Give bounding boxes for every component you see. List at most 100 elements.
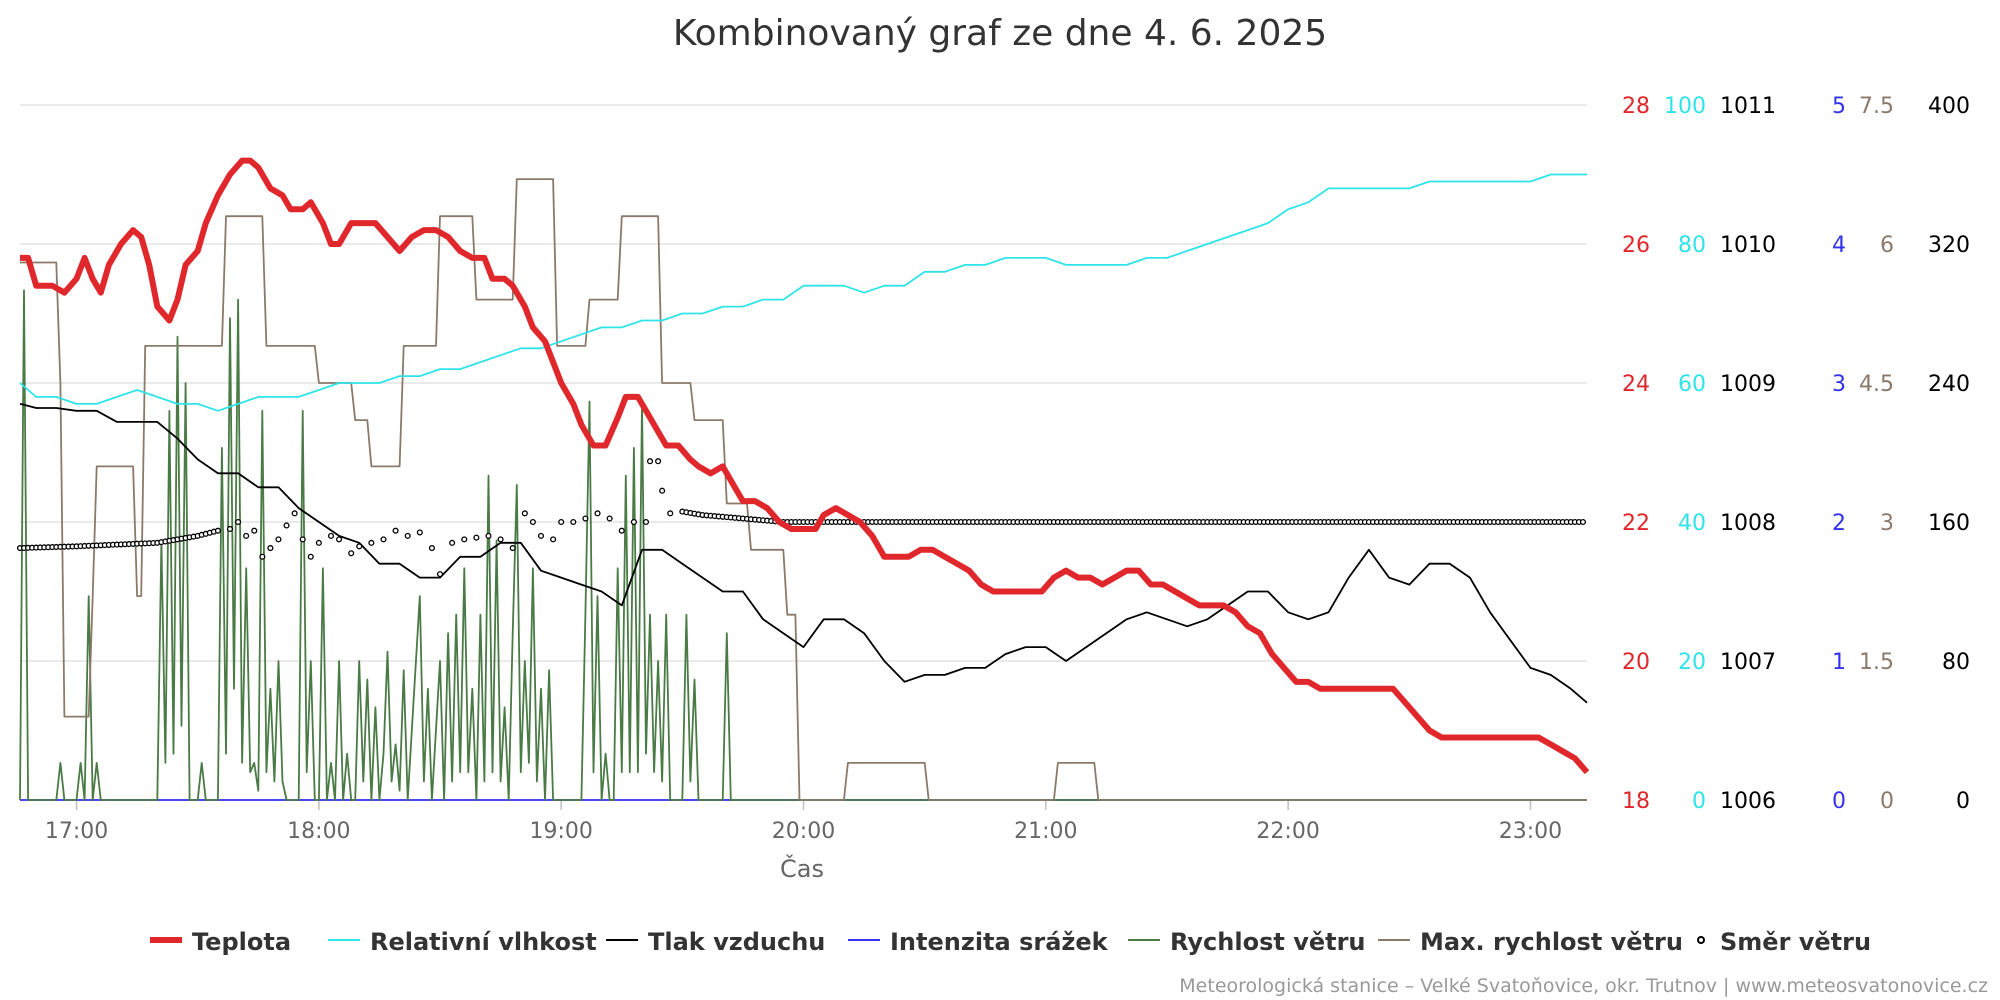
- wind-direction-point: [473, 534, 480, 541]
- grid-lines: [20, 104, 1587, 801]
- legend-label: Tlak vzduchu: [648, 928, 825, 956]
- y-tick-label: 20: [1678, 650, 1706, 675]
- wind-direction-point: [537, 532, 545, 539]
- y-tick-label: 60: [1678, 372, 1706, 397]
- y-tick-label: 1: [1832, 650, 1846, 675]
- legend-item[interactable]: Teplota: [150, 928, 291, 956]
- legend-label: Max. rychlost větru: [1420, 928, 1683, 956]
- legend-item[interactable]: Relativní vlhkost: [328, 928, 597, 956]
- series-teplota-line: [20, 157, 1590, 775]
- wind-direction-point: [461, 536, 468, 543]
- y-tick-label: 100: [1664, 94, 1706, 119]
- y-tick-label: 1.5: [1859, 650, 1894, 675]
- wind-direction-point: [214, 527, 221, 534]
- wind-direction-point: [259, 553, 266, 560]
- wind-direction-point: [449, 539, 456, 546]
- y-tick-label: 0: [1832, 789, 1846, 814]
- legend-item[interactable]: Intenzita srážek: [848, 928, 1109, 956]
- x-tick-label: 21:00: [1014, 819, 1077, 844]
- y-tick-label: 400: [1928, 94, 1970, 119]
- legend-label: Směr větru: [1720, 928, 1871, 956]
- series-tlak-vzduchu-line: [19, 402, 1588, 704]
- wind-direction-point: [618, 527, 625, 534]
- x-tick-label: 18:00: [287, 819, 350, 844]
- y-tick-label: 1007: [1720, 650, 1776, 675]
- legend-symbol: [1697, 936, 1705, 944]
- y-tick-label: 160: [1928, 511, 1970, 536]
- y-tick-label: 3: [1832, 372, 1846, 397]
- wind-direction-point: [226, 525, 234, 532]
- legend-label: Relativní vlhkost: [370, 928, 597, 956]
- wind-direction-point: [243, 532, 250, 539]
- wind-direction-point: [235, 518, 242, 526]
- wind-direction-point: [283, 522, 290, 529]
- wind-direction-point: [550, 536, 557, 543]
- legend-item[interactable]: Rychlost větru: [1128, 928, 1366, 956]
- wind-direction-point: [392, 527, 399, 534]
- y-tick-label: 240: [1928, 372, 1970, 397]
- wind-direction-point: [497, 536, 504, 543]
- credits[interactable]: Meteorologická stanice – Velké Svatoňovi…: [1179, 975, 1988, 997]
- wind-direction-point: [436, 571, 444, 578]
- y-tick-label: 20: [1622, 650, 1650, 675]
- wind-direction-point: [404, 532, 411, 539]
- y-tick-label: 0: [1692, 789, 1706, 814]
- y-tick-label: 80: [1678, 233, 1706, 258]
- wind-direction-point: [630, 518, 637, 526]
- legend-label: Rychlost větru: [1170, 928, 1366, 956]
- series-relativni-vlhkost-line: [19, 173, 1587, 412]
- wind-direction-point: [582, 515, 589, 522]
- y-tick-label: 0: [1880, 789, 1894, 814]
- wind-direction-point: [509, 545, 516, 552]
- wind-direction-point: [1579, 518, 1587, 526]
- legend-label: Teplota: [192, 928, 291, 956]
- y-axes: 1820222426280204060801001006100710081009…: [1622, 94, 1970, 814]
- y-tick-label: 4.5: [1859, 372, 1894, 397]
- x-axis-label: Čas: [780, 853, 824, 883]
- y-tick-label: 1006: [1720, 789, 1776, 814]
- x-tick-label: 19:00: [529, 819, 592, 844]
- legend-item[interactable]: Tlak vzduchu: [606, 928, 825, 956]
- wind-direction-point: [570, 518, 577, 526]
- wind-direction-point: [667, 510, 674, 517]
- wind-direction-point: [315, 539, 322, 546]
- x-tick-label: 23:00: [1499, 819, 1562, 844]
- y-tick-label: 0: [1956, 789, 1970, 814]
- wind-direction-point: [416, 529, 423, 536]
- wind-direction-point: [327, 532, 335, 539]
- x-tick-label: 22:00: [1256, 819, 1319, 844]
- y-tick-label: 320: [1928, 233, 1970, 258]
- y-tick-label: 4: [1832, 233, 1846, 258]
- y-tick-label: 6: [1880, 233, 1894, 258]
- y-tick-label: 26: [1622, 233, 1650, 258]
- legend-label: Intenzita srážek: [890, 928, 1109, 956]
- wind-direction-point: [594, 510, 601, 517]
- wind-direction-point: [428, 545, 435, 552]
- y-tick-label: 24: [1622, 372, 1650, 397]
- wind-direction-point: [558, 518, 565, 526]
- wind-direction-point: [642, 518, 650, 526]
- wind-direction-point: [659, 487, 666, 494]
- wind-direction-point: [380, 536, 387, 543]
- wind-direction-point: [267, 545, 274, 552]
- y-tick-label: 18: [1622, 789, 1650, 814]
- y-tick-label: 2: [1832, 511, 1846, 536]
- x-axis: 17:00 18:00 19:00 20:00 21:00 22:00 23:00: [45, 800, 1562, 844]
- wind-direction-point: [336, 536, 343, 543]
- series-smer-vetru: [16, 458, 1587, 578]
- y-tick-label: 3: [1880, 511, 1894, 536]
- y-tick-label: 40: [1678, 511, 1706, 536]
- y-tick-label: 1008: [1720, 511, 1776, 536]
- legend-item[interactable]: Směr větru: [1697, 928, 1871, 956]
- wind-direction-point: [529, 518, 536, 526]
- series-max-rychlost-vetru-line: [20, 178, 1587, 801]
- wind-direction-point: [646, 458, 654, 465]
- wind-direction-point: [521, 510, 528, 517]
- legend-item[interactable]: Max. rychlost větru: [1378, 928, 1683, 956]
- chart-title: Kombinovaný graf ze dne 4. 6. 2025: [673, 13, 1327, 54]
- wind-direction-point: [368, 539, 375, 546]
- wind-direction-point: [655, 458, 662, 465]
- wind-direction-point: [291, 510, 298, 517]
- wind-direction-point: [485, 532, 492, 539]
